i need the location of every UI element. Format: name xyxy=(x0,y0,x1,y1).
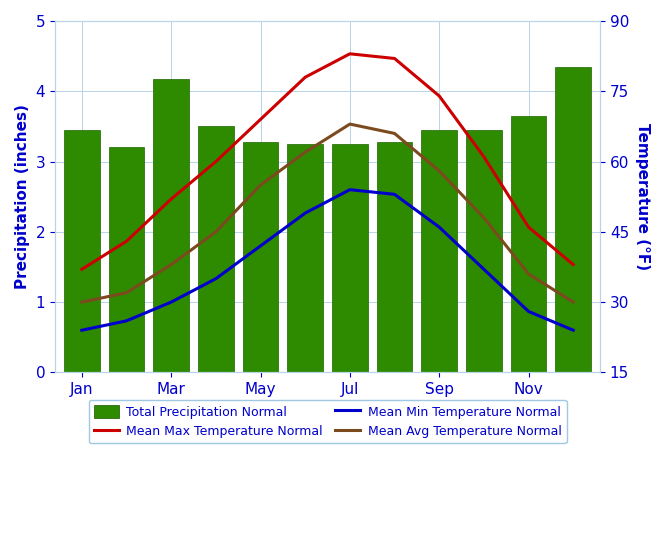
Bar xyxy=(64,130,100,373)
Bar xyxy=(108,147,144,373)
Bar xyxy=(422,130,457,373)
Bar xyxy=(332,144,368,373)
Bar xyxy=(287,144,323,373)
Y-axis label: Precipitation (inches): Precipitation (inches) xyxy=(15,104,30,289)
Bar xyxy=(511,116,547,373)
Bar xyxy=(154,79,189,373)
Y-axis label: Temperature (°F): Temperature (°F) xyxy=(635,123,650,270)
Bar xyxy=(376,142,412,373)
Legend: Total Precipitation Normal, Mean Max Temperature Normal, Mean Min Temperature No: Total Precipitation Normal, Mean Max Tem… xyxy=(88,400,567,443)
Bar xyxy=(198,126,233,373)
Bar xyxy=(555,67,591,373)
Bar xyxy=(466,130,502,373)
Bar xyxy=(243,142,279,373)
